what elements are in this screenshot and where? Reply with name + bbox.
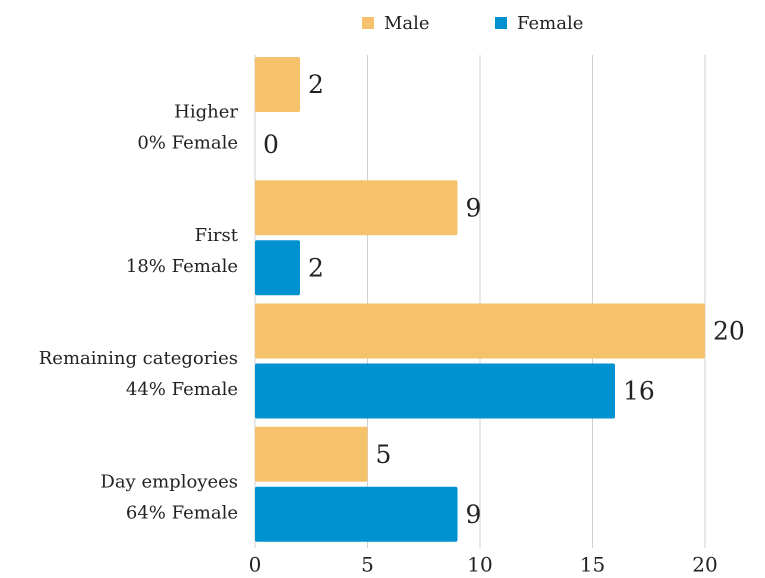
value-label: 16 xyxy=(623,377,655,406)
value-label: 9 xyxy=(466,500,482,529)
value-label: 2 xyxy=(308,70,324,99)
bar xyxy=(255,303,705,359)
value-label: 0 xyxy=(263,130,279,159)
bar xyxy=(255,180,458,236)
bar xyxy=(255,426,368,482)
value-label: 20 xyxy=(713,317,745,346)
value-label: 5 xyxy=(376,440,392,469)
bar xyxy=(255,486,458,542)
y-tick-label: 0% Female xyxy=(137,133,238,154)
bar xyxy=(255,57,300,112)
y-tick-label: 18% Female xyxy=(126,256,238,277)
y-tick-label: First xyxy=(195,225,239,246)
legend-swatch xyxy=(362,17,374,29)
y-tick-label: Day employees xyxy=(100,471,238,492)
y-tick-label: 44% Female xyxy=(126,379,238,400)
x-tick-label: 15 xyxy=(580,553,605,577)
x-tick-label: 20 xyxy=(692,553,717,577)
x-tick-label: 5 xyxy=(361,553,374,577)
bar xyxy=(255,240,300,296)
legend-label: Male xyxy=(384,13,430,34)
x-tick-label: 10 xyxy=(467,553,492,577)
value-label: 9 xyxy=(466,193,482,222)
legend-swatch xyxy=(495,17,507,29)
value-label: 2 xyxy=(308,253,324,282)
y-tick-label: Higher xyxy=(174,102,238,123)
legend-label: Female xyxy=(517,13,583,34)
y-tick-label: Remaining categories xyxy=(39,348,238,369)
bar xyxy=(255,363,615,419)
y-tick-label: 64% Female xyxy=(126,502,238,523)
x-tick-label: 0 xyxy=(249,553,262,577)
